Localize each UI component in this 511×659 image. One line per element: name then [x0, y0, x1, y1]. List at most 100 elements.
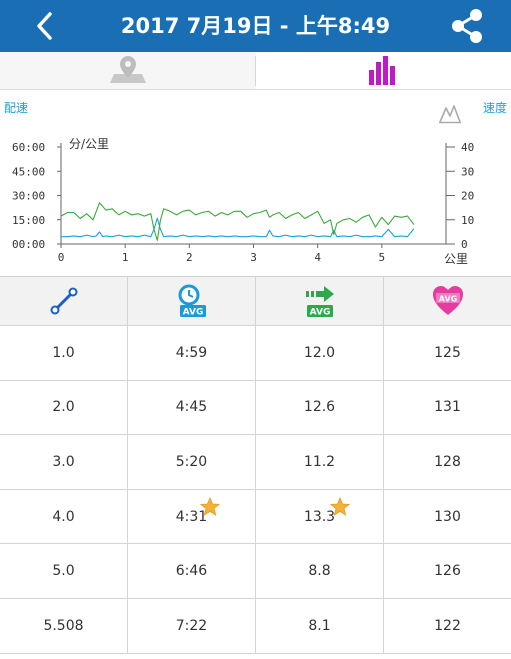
x-tick-label: 2: [186, 251, 193, 264]
x-tick-label: 4: [314, 251, 321, 264]
table-row: 1.0 4:59 12.0 125: [0, 326, 511, 381]
speed-cell-value: 12.6: [303, 399, 336, 416]
heart-rate-cell: 126: [384, 544, 511, 598]
speed-legend-label[interactable]: 速度: [482, 101, 507, 115]
left-tick-label: 15:00: [12, 214, 45, 227]
right-tick-label: 20: [461, 190, 474, 203]
heart-rate-cell-value: 131: [434, 399, 461, 416]
left-axis-unit-label: 分/公里: [69, 137, 109, 151]
heart-rate-cell: 122: [384, 599, 511, 653]
pace-cell: 7:22: [128, 598, 256, 653]
speed-cell-value: 8.1: [308, 617, 331, 634]
share-icon: [452, 9, 482, 43]
distance-cell: 4.0: [0, 489, 128, 544]
x-axis-unit-label: 公里: [444, 252, 468, 266]
pace-cell: 4:31: [128, 489, 256, 544]
heart-rate-cell: 128: [384, 435, 511, 489]
elevation-toggle[interactable]: [438, 102, 462, 124]
heart-rate-cell: 131: [384, 381, 511, 435]
left-tick-label: 30:00: [12, 190, 45, 203]
table-row: 5.508 7:22 8.1 122: [0, 598, 511, 654]
chevron-left-icon: [37, 12, 52, 40]
speed-cell-value: 8.8: [308, 563, 331, 580]
table-row: 2.0 4:45 12.6 131: [0, 380, 511, 436]
map-pin-icon: [110, 56, 146, 83]
pace-cell-value: 7:22: [175, 617, 208, 634]
heart-rate-cell-value: 130: [434, 508, 461, 525]
pace-legend-label[interactable]: 配速: [4, 101, 29, 115]
avg-speed-label: AVG: [309, 308, 330, 318]
bar-chart-icon: [369, 56, 395, 85]
pace-cell: 4:45: [128, 380, 256, 435]
tab-divider: [255, 56, 256, 86]
pace-speed-chart: 00:00 15:00 30:00 45:00 60:00 0 10 20 30 40 0 1 2 3 4 5…: [12, 137, 474, 266]
pace-cell-value: 5:20: [175, 453, 208, 470]
speed-cell: 12.0: [256, 326, 384, 380]
header-avg-heart-rate: AVG: [384, 277, 511, 325]
avg-pace-icon: AVG: [178, 284, 206, 318]
star-icon: [329, 496, 351, 517]
speed-cell: 8.1: [256, 598, 384, 653]
heart-rate-cell-value: 122: [434, 617, 461, 634]
distance-cell-value: 2.0: [52, 399, 75, 416]
view-tabs: [0, 52, 511, 90]
pace-cell: 4:59: [128, 326, 256, 380]
right-tick-label: 10: [461, 214, 474, 227]
x-tick-label: 0: [58, 251, 65, 264]
avg-pace-label: AVG: [182, 308, 203, 318]
right-tick-label: 30: [461, 165, 474, 178]
pace-cell: 6:46: [128, 544, 256, 598]
distance-icon: [50, 287, 77, 315]
speed-series-line: [60, 202, 415, 241]
header-avg-speed: AVG: [256, 277, 384, 325]
pace-series-line: [61, 217, 415, 238]
speed-cell: 8.8: [256, 544, 384, 598]
distance-cell-value: 1.0: [52, 344, 75, 361]
distance-cell: 1.0: [0, 326, 128, 380]
header-avg-pace: AVG: [128, 277, 256, 325]
table-header: AVG AVG AVG: [0, 276, 511, 326]
share-button[interactable]: [446, 6, 488, 46]
distance-cell: 5.0: [0, 544, 128, 598]
elevation-icon: [439, 105, 461, 124]
speed-cell: 13.3: [256, 489, 384, 544]
x-tick-label: 5: [379, 251, 386, 264]
splits-table: AVG AVG AVG 1.0 4:59 12.0 125 2.0 4:45 12.6 131…: [0, 276, 511, 654]
heart-rate-cell-value: 125: [434, 344, 461, 361]
chart-panel: 00:00 15:00 30:00 45:00 60:00 0 10 20 30 40 0 1 2 3 4 5…: [0, 90, 511, 276]
right-tick-label: 40: [461, 141, 474, 154]
speed-cell-value: 12.0: [303, 344, 336, 361]
tab-map[interactable]: [0, 52, 255, 89]
distance-cell-value: 3.0: [52, 453, 75, 470]
pace-cell-value: 4:59: [175, 344, 208, 361]
page-title: 2017 7月19日 - 上午8:49: [120, 14, 391, 38]
star-icon: [199, 496, 221, 517]
pace-cell-value: 6:46: [175, 563, 208, 580]
distance-cell: 2.0: [0, 380, 128, 435]
speed-cell: 11.2: [256, 435, 384, 489]
heart-rate-cell: 125: [384, 326, 511, 380]
tab-charts[interactable]: [256, 52, 511, 89]
back-button[interactable]: [30, 8, 62, 44]
x-tick-label: 3: [250, 251, 257, 264]
speed-cell-value: 11.2: [303, 453, 336, 470]
table-row: 4.0 4:31 13.3 130: [0, 489, 511, 545]
table-row: 3.0 5:20 11.2 128: [0, 435, 511, 490]
distance-cell: 3.0: [0, 435, 128, 489]
left-tick-label: 45:00: [12, 165, 45, 178]
header-distance: [0, 277, 128, 325]
pace-cell-value: 4:45: [175, 399, 208, 416]
distance-cell: 5.508: [0, 598, 128, 653]
heart-rate-cell-value: 128: [434, 453, 461, 470]
left-tick-label: 60:00: [12, 141, 45, 154]
distance-cell-value: 5.508: [43, 617, 84, 634]
top-bar: 2017 7月19日 - 上午8:49: [0, 0, 511, 52]
right-tick-label: 0: [461, 238, 468, 251]
table-row: 5.0 6:46 8.8 126: [0, 544, 511, 599]
speed-cell: 12.6: [256, 380, 384, 435]
pace-cell: 5:20: [128, 435, 256, 489]
distance-cell-value: 5.0: [52, 563, 75, 580]
speed-cell-value: 13.3: [303, 508, 336, 525]
heart-rate-cell-value: 126: [434, 563, 461, 580]
x-tick-label: 1: [122, 251, 129, 264]
